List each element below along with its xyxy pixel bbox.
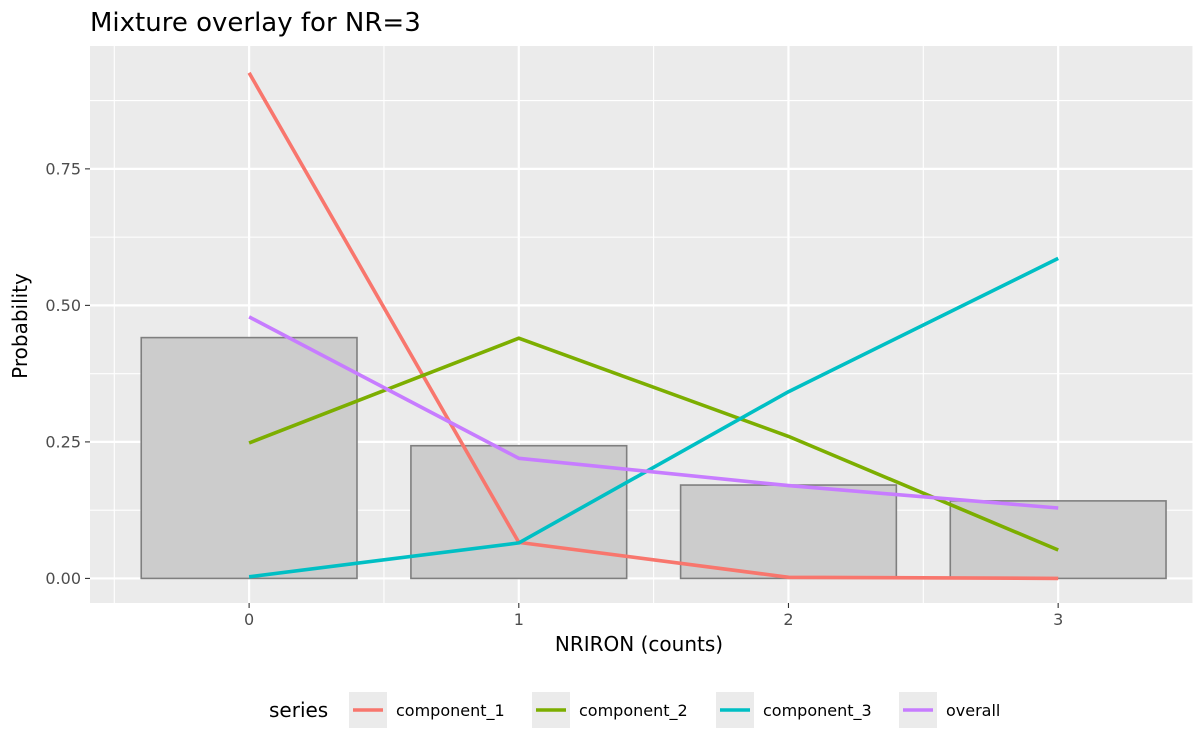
x-axis-title: NRIRON (counts) bbox=[555, 632, 723, 656]
bars-layer bbox=[140, 336, 1167, 580]
y-tick-label: 0.25 bbox=[45, 432, 81, 451]
legend-label: component_3 bbox=[763, 701, 872, 721]
histogram-bar bbox=[949, 500, 1167, 580]
histogram-bar bbox=[410, 444, 628, 580]
y-tick-label: 0.00 bbox=[45, 569, 81, 588]
series-line-component-1 bbox=[247, 71, 1059, 581]
y-axis: 0.00 0.25 0.50 0.75 bbox=[45, 159, 90, 588]
legend-title: series bbox=[269, 698, 328, 722]
x-axis: 0 1 2 3 bbox=[244, 603, 1063, 629]
series-lines-layer bbox=[247, 71, 1059, 581]
legend-label: component_2 bbox=[579, 701, 688, 721]
series-line-overall bbox=[248, 315, 1059, 510]
chart-title: Mixture overlay for NR=3 bbox=[90, 8, 421, 38]
legend-items: component_1 component_2 component_3 overall bbox=[349, 692, 1000, 728]
legend: series component_1 component_2 component_3… bbox=[269, 692, 1000, 728]
x-tick-label: 2 bbox=[783, 610, 793, 629]
x-tick-label: 1 bbox=[514, 610, 524, 629]
series-line-component-2 bbox=[248, 336, 1059, 552]
y-tick-label: 0.50 bbox=[45, 296, 81, 315]
legend-label: overall bbox=[946, 701, 1000, 720]
histogram-bar bbox=[679, 484, 898, 580]
legend-label: component_1 bbox=[396, 701, 505, 721]
x-tick-label: 3 bbox=[1053, 610, 1063, 629]
x-tick-label: 0 bbox=[244, 610, 254, 629]
series-line-component-3 bbox=[248, 256, 1059, 579]
histogram-bar bbox=[140, 336, 358, 580]
y-tick-label: 0.75 bbox=[45, 159, 81, 178]
y-axis-title: Probability bbox=[8, 273, 32, 379]
